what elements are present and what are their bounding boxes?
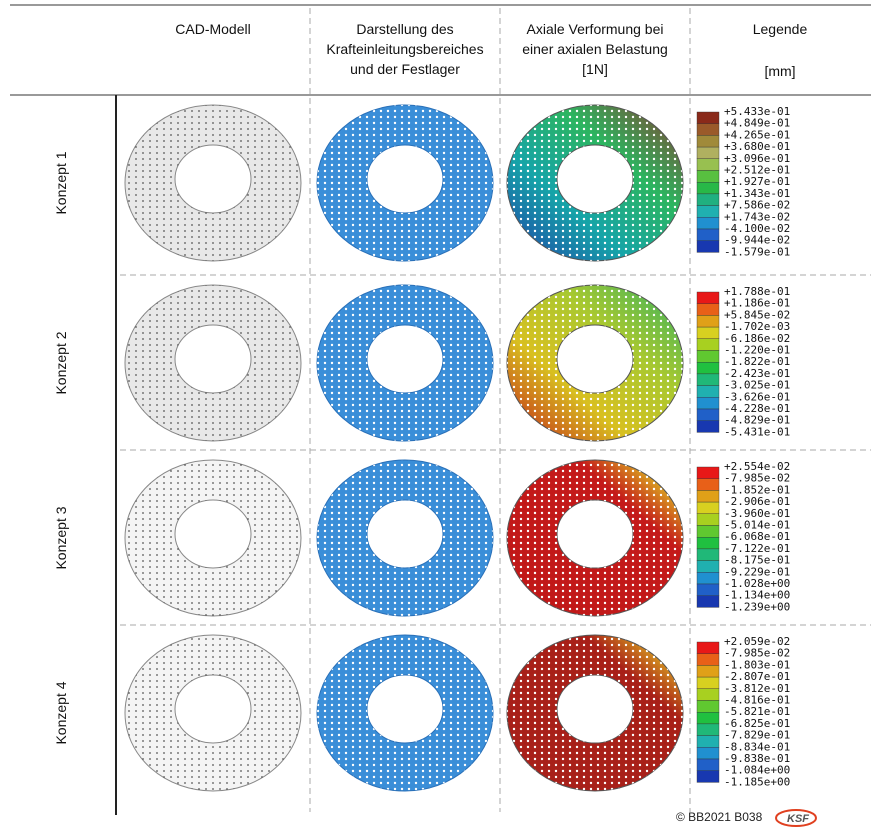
column-header: [mm] <box>764 63 795 79</box>
disc-image <box>507 105 683 261</box>
row-label: Konzept 3 <box>53 506 69 569</box>
column-header: [1N] <box>582 61 608 77</box>
disc-holes <box>507 285 683 441</box>
legend-swatch <box>697 561 719 573</box>
disc-holes <box>317 460 493 616</box>
legend-swatch <box>697 292 719 304</box>
legend-swatch <box>697 642 719 654</box>
disc-image <box>507 460 683 616</box>
disc-image <box>317 105 493 261</box>
disc-holes <box>125 105 301 261</box>
row-label: Konzept 2 <box>53 331 69 394</box>
legend-swatch <box>697 147 719 159</box>
legend-swatch <box>697 759 719 771</box>
legend-swatch <box>697 654 719 666</box>
disc-image <box>507 285 683 441</box>
column-header: CAD-Modell <box>175 21 250 37</box>
column-header: einer axialen Belastung <box>522 41 668 57</box>
legend-swatch <box>697 159 719 171</box>
column-header: Axiale Verformung bei <box>527 21 664 37</box>
legend-swatch <box>697 171 719 183</box>
legend-swatch <box>697 549 719 561</box>
disc-holes <box>507 635 683 791</box>
legend-swatch <box>697 724 719 736</box>
disc-holes <box>507 460 683 616</box>
row-label: Konzept 4 <box>53 681 69 744</box>
legend-swatch <box>697 112 719 124</box>
legend-swatch <box>697 351 719 363</box>
legend-swatch <box>697 479 719 491</box>
legend-swatch <box>697 421 719 433</box>
legend-swatch <box>697 315 719 327</box>
column-header: und der Festlager <box>350 61 460 77</box>
disc-holes <box>125 460 301 616</box>
legend-swatch <box>697 124 719 136</box>
legend-swatch <box>697 514 719 526</box>
legend-swatch <box>697 397 719 409</box>
legend-swatch <box>697 217 719 229</box>
column-header: Krafteinleitungsbereiches <box>326 41 483 57</box>
legend-swatch <box>697 747 719 759</box>
legend-swatch <box>697 339 719 351</box>
disc-image <box>125 460 301 616</box>
legend-swatch <box>697 182 719 194</box>
legend-swatch <box>697 467 719 479</box>
copyright: © BB2021 B038 <box>676 810 763 824</box>
disc-holes <box>317 285 493 441</box>
disc-image <box>507 635 683 791</box>
legend-swatch <box>697 689 719 701</box>
legend-swatch <box>697 771 719 783</box>
logo: KSF <box>787 813 809 825</box>
legend-swatch <box>697 596 719 608</box>
column-header: Legende <box>753 21 808 37</box>
disc-image <box>317 285 493 441</box>
legend-swatch <box>697 374 719 386</box>
legend-swatch <box>697 135 719 147</box>
legend-swatch <box>697 736 719 748</box>
disc-holes <box>317 105 493 261</box>
legend-swatch <box>697 327 719 339</box>
legend-swatch <box>697 386 719 398</box>
disc-image <box>317 635 493 791</box>
legend-value: -1.185e+00 <box>724 775 790 788</box>
legend-swatch <box>697 665 719 677</box>
disc-holes <box>125 635 301 791</box>
disc-image <box>317 460 493 616</box>
column-header: Darstellung des <box>356 21 453 37</box>
legend-swatch <box>697 701 719 713</box>
legend-swatch <box>697 584 719 596</box>
legend-swatch <box>697 194 719 206</box>
disc-holes <box>317 635 493 791</box>
legend-swatch <box>697 490 719 502</box>
legend-swatch <box>697 304 719 316</box>
legend-swatch <box>697 712 719 724</box>
legend-swatch <box>697 229 719 241</box>
legend-swatch <box>697 362 719 374</box>
disc-image <box>125 635 301 791</box>
legend-value: -1.579e-01 <box>724 245 790 258</box>
disc-image <box>125 105 301 261</box>
legend-swatch <box>697 502 719 514</box>
legend-swatch <box>697 677 719 689</box>
disc-image <box>125 285 301 441</box>
legend-swatch <box>697 526 719 538</box>
legend-swatch <box>697 572 719 584</box>
legend-swatch <box>697 409 719 421</box>
disc-holes <box>125 285 301 441</box>
legend-swatch <box>697 241 719 253</box>
legend-swatch <box>697 537 719 549</box>
legend-swatch <box>697 206 719 218</box>
disc-holes <box>507 105 683 261</box>
legend-value: -5.431e-01 <box>724 425 790 438</box>
figure: CAD-Modell Darstellung des Krafteinleitung… <box>0 0 871 827</box>
row-label: Konzept 1 <box>53 151 69 214</box>
legend-value: -1.239e+00 <box>724 600 790 613</box>
